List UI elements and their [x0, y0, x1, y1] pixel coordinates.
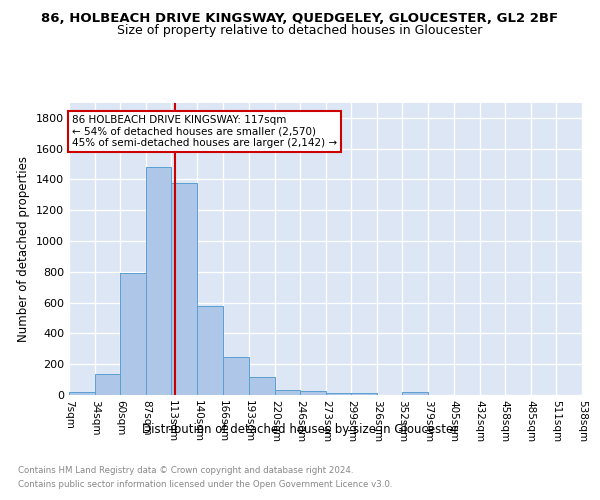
Y-axis label: Number of detached properties: Number of detached properties: [17, 156, 31, 342]
Bar: [172, 182, 197, 395]
Bar: [146, 167, 172, 395]
Text: 86, HOLBEACH DRIVE KINGSWAY, QUEDGELEY, GLOUCESTER, GL2 2BF: 86, HOLBEACH DRIVE KINGSWAY, QUEDGELEY, …: [41, 12, 559, 26]
Bar: [351, 392, 377, 395]
Text: Distribution of detached houses by size in Gloucester: Distribution of detached houses by size …: [142, 422, 458, 436]
Bar: [275, 390, 300, 395]
Text: Contains public sector information licensed under the Open Government Licence v3: Contains public sector information licen…: [18, 480, 392, 489]
Text: Size of property relative to detached houses in Gloucester: Size of property relative to detached ho…: [118, 24, 482, 37]
Bar: [120, 274, 146, 395]
Bar: [403, 392, 428, 395]
Bar: [197, 306, 223, 395]
Bar: [69, 392, 95, 395]
Bar: [326, 392, 351, 395]
Bar: [300, 391, 326, 395]
Text: Contains HM Land Registry data © Crown copyright and database right 2024.: Contains HM Land Registry data © Crown c…: [18, 466, 353, 475]
Bar: [248, 378, 275, 395]
Bar: [95, 374, 120, 395]
Bar: [223, 358, 248, 395]
Text: 86 HOLBEACH DRIVE KINGSWAY: 117sqm
← 54% of detached houses are smaller (2,570)
: 86 HOLBEACH DRIVE KINGSWAY: 117sqm ← 54%…: [72, 115, 337, 148]
